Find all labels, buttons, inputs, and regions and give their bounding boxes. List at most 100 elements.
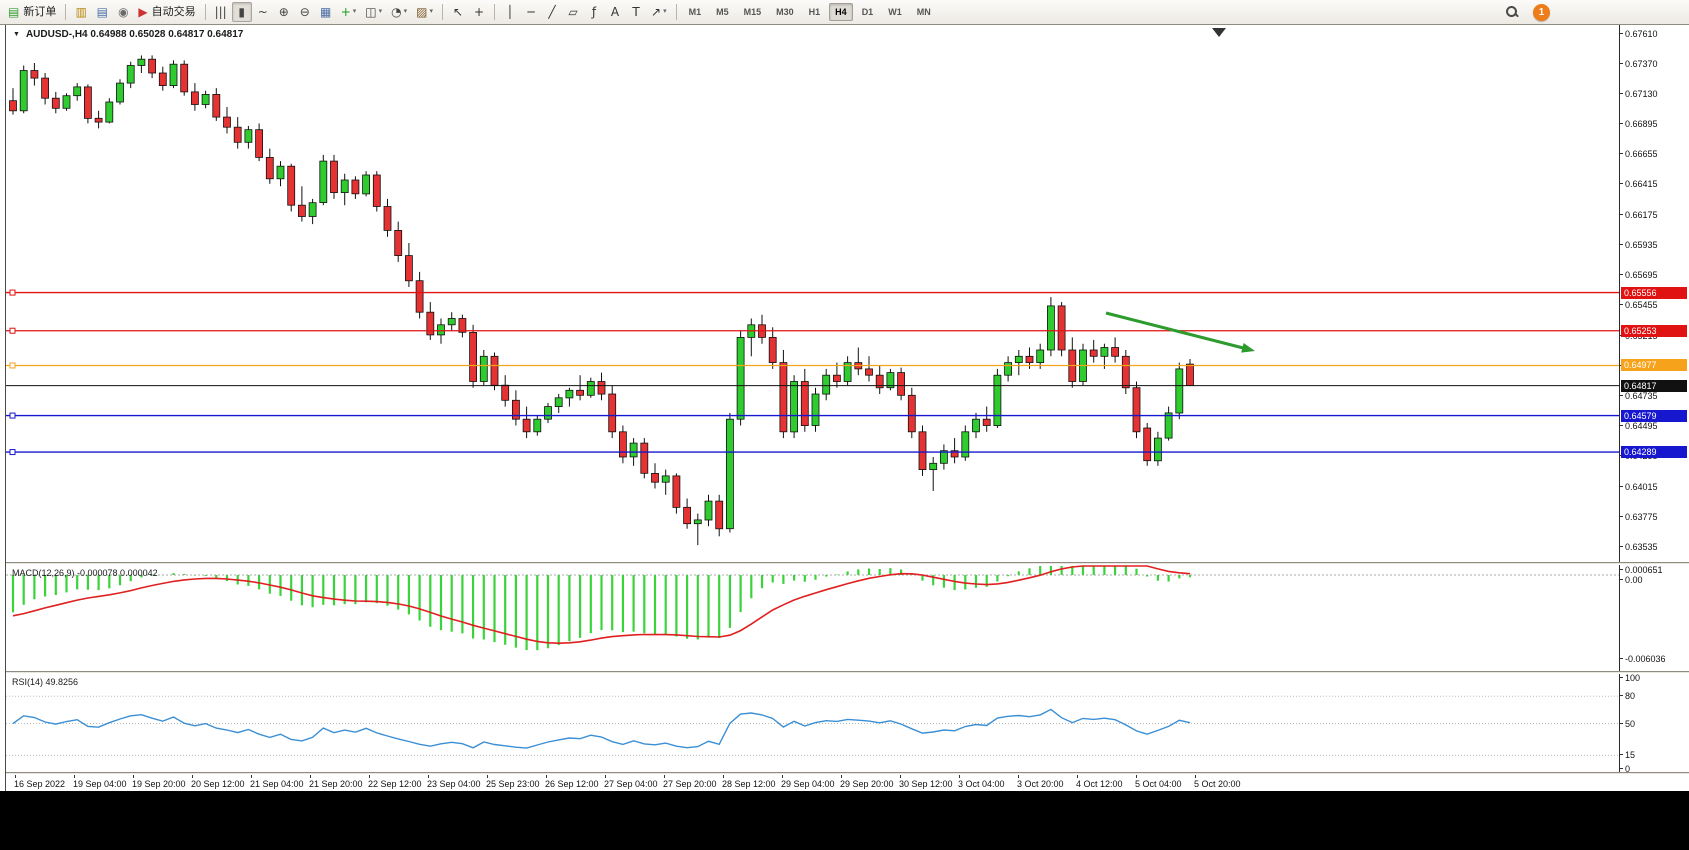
timeframe-m5-button[interactable]: M5	[716, 7, 729, 17]
candle-body	[576, 389, 584, 396]
candle-body	[544, 406, 552, 420]
candle-body	[372, 174, 381, 207]
line-anchor[interactable]	[9, 362, 16, 369]
panel-splitter[interactable]	[6, 671, 1689, 674]
time-tick	[133, 775, 134, 778]
timeframe-m30-button[interactable]: M30	[776, 7, 794, 17]
candle-body	[308, 202, 317, 217]
candle-body	[1132, 387, 1141, 433]
text-button[interactable]: A	[605, 2, 625, 22]
notification-badge[interactable]: 1	[1533, 3, 1550, 21]
line-anchor[interactable]	[9, 449, 16, 456]
toolbar-separator	[204, 4, 206, 20]
charts-button[interactable]: ▥	[71, 2, 91, 22]
macd-signal-line	[12, 565, 1191, 645]
candle-body	[1036, 349, 1045, 364]
candle-body	[790, 381, 798, 433]
time-axis-label: 29 Sep 04:00	[781, 779, 835, 789]
chart-shift-marker[interactable]	[1212, 28, 1226, 37]
candle-body	[1100, 347, 1109, 357]
crosshair-button[interactable]: +	[469, 2, 489, 22]
candle-body	[833, 374, 841, 382]
candle-body	[73, 86, 82, 97]
rsi-axis-label: 100	[1619, 674, 1641, 683]
price-axis[interactable]: 0.67610 0.67370 0.67130 0.66895 0.66655 0.664…	[1619, 25, 1689, 562]
dropdown-caret-icon: ▾	[403, 8, 408, 15]
autotrading-button[interactable]: ▶ 自动交易	[134, 2, 199, 22]
panel-splitter[interactable]	[6, 772, 1689, 775]
chart-collapse-arrow[interactable]: ▼	[13, 31, 20, 38]
toolbar-separator	[675, 4, 677, 20]
trendline-button[interactable]: ╱	[542, 2, 562, 22]
new-chart-button[interactable]: ◫ ▾	[361, 2, 386, 22]
bar-chart-button[interactable]: |||	[211, 2, 231, 22]
candle-body	[126, 65, 135, 84]
candle-body	[9, 100, 17, 112]
main-chart-panel[interactable]: ▼ AUDUSD-,H4 0.64988 0.65028 0.64817 0.6…	[6, 25, 1689, 562]
cursor-button[interactable]: ↖	[448, 2, 468, 22]
line-anchor[interactable]	[9, 412, 16, 419]
templates-button[interactable]: ▨ ▾	[412, 2, 437, 22]
indicators-button[interactable]: + ▾	[337, 2, 361, 22]
rsi-panel[interactable]: RSI(14) 49.8256 100 80 50 15 0	[6, 674, 1689, 772]
macd-axis[interactable]: 0.000651 0.00 -0.006036	[1619, 565, 1689, 671]
tile-windows-button[interactable]: ▦	[316, 2, 336, 22]
time-tick	[74, 775, 75, 778]
candle-body	[1089, 349, 1098, 357]
price-axis-label: 0.63535	[1620, 542, 1658, 552]
candle-body	[351, 179, 360, 195]
channel-button[interactable]: ▱	[563, 2, 583, 22]
line-anchor[interactable]	[9, 289, 16, 296]
tile-windows-icon: ▦	[320, 5, 332, 19]
horizontal-line-button[interactable]: ─	[521, 2, 541, 22]
time-tick	[723, 775, 724, 778]
trend-arrow-annotation[interactable]	[1105, 311, 1252, 352]
zoom-out-button[interactable]: ⊖	[295, 2, 315, 22]
line-chart-icon: ~	[257, 5, 268, 19]
candle-body	[683, 506, 691, 525]
panel-splitter[interactable]	[6, 562, 1689, 565]
candle-body	[265, 156, 274, 180]
rsi-axis[interactable]: 100 80 50 15 0	[1619, 674, 1689, 772]
search-button[interactable]	[1501, 2, 1523, 22]
label-button[interactable]: T	[626, 2, 646, 22]
vertical-line-button[interactable]: │	[500, 2, 520, 22]
candle-body	[383, 206, 392, 231]
new-order-button-label: 新订单	[23, 6, 57, 18]
fibonacci-button[interactable]: ƒ	[584, 2, 604, 22]
candle-body	[940, 450, 948, 464]
time-tick	[192, 775, 193, 778]
periods-button[interactable]: ◔ ▾	[387, 2, 411, 22]
line-chart-button[interactable]: ~	[253, 2, 273, 22]
candle-body	[1154, 437, 1162, 462]
market-depth-button[interactable]: ▤	[92, 2, 112, 22]
timeframe-mn-button[interactable]: MN	[916, 7, 931, 17]
zoom-in-button[interactable]: ⊕	[274, 2, 294, 22]
timeframe-w1-button[interactable]: W1	[888, 7, 902, 17]
line-anchor[interactable]	[9, 327, 16, 334]
toolbar-buttons: ▤ 新订单 ▥ ▤ ◉ ▶ 自动交易 ||| ▮ ~ ⊕ ⊖ ▦ + ▾ ◫ ▾ ◔ ▾ ▨ ▾ ↖ + │ ─ ╱ ▱ ƒ A T ↗ ▾ M…	[4, 2, 1501, 22]
time-tick	[251, 775, 252, 778]
candle-body	[297, 204, 306, 217]
time-axis[interactable]: 16 Sep 2022 19 Sep 04:00 19 Sep 20:00 20 Se…	[6, 775, 1689, 791]
alerts-button[interactable]: ◉	[113, 2, 133, 22]
timeframe-d1-button[interactable]: D1	[861, 7, 874, 17]
dropdown-caret-icon: ▾	[429, 8, 434, 15]
new-order-icon: ▤	[8, 5, 20, 19]
candlestick-chart-button[interactable]: ▮	[231, 2, 252, 22]
candle-body	[426, 311, 435, 336]
time-axis-label: 22 Sep 12:00	[368, 779, 422, 789]
timeframe-m1-button[interactable]: M1	[688, 7, 702, 17]
time-tick	[428, 775, 429, 778]
macd-panel[interactable]: MACD(12,26,9) -0.000078 0.000042 0.00065…	[6, 565, 1689, 671]
rsi-axis-label: 15	[1619, 750, 1636, 761]
timeframe-h1-button[interactable]: H1	[808, 7, 821, 17]
arrows-button[interactable]: ↗ ▾	[647, 2, 671, 22]
charts-icon: ▥	[75, 5, 88, 19]
candle-body	[41, 77, 49, 99]
timeframe-h4-button[interactable]: H4	[829, 3, 853, 21]
new-order-button[interactable]: ▤ 新订单	[4, 2, 60, 22]
timeframe-m15-button[interactable]: M15	[743, 7, 762, 17]
time-axis-label: 16 Sep 2022	[14, 779, 66, 789]
zoom-in-icon: ⊕	[278, 5, 289, 19]
